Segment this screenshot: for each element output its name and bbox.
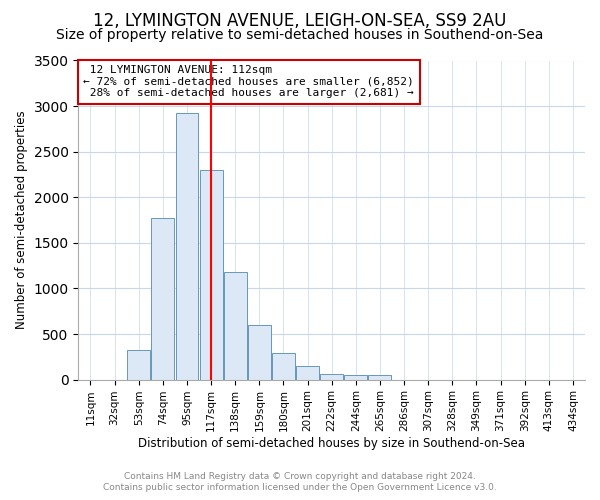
Text: Contains HM Land Registry data © Crown copyright and database right 2024.: Contains HM Land Registry data © Crown c…	[124, 472, 476, 481]
Bar	[151, 218, 174, 380]
Text: 12, LYMINGTON AVENUE, LEIGH-ON-SEA, SS9 2AU: 12, LYMINGTON AVENUE, LEIGH-ON-SEA, SS9 …	[94, 12, 506, 30]
Bar	[127, 350, 150, 380]
Bar	[296, 366, 319, 380]
Text: Contains public sector information licensed under the Open Government Licence v3: Contains public sector information licen…	[103, 484, 497, 492]
Text: 12 LYMINGTON AVENUE: 112sqm
← 72% of semi-detached houses are smaller (6,852)
 2: 12 LYMINGTON AVENUE: 112sqm ← 72% of sem…	[83, 66, 414, 98]
Bar	[176, 113, 199, 380]
Bar	[200, 170, 223, 380]
Bar	[368, 376, 391, 380]
Bar	[272, 353, 295, 380]
Bar	[248, 325, 271, 380]
X-axis label: Distribution of semi-detached houses by size in Southend-on-Sea: Distribution of semi-detached houses by …	[138, 437, 525, 450]
Bar	[224, 272, 247, 380]
Bar	[344, 375, 367, 380]
Text: Size of property relative to semi-detached houses in Southend-on-Sea: Size of property relative to semi-detach…	[56, 28, 544, 42]
Bar	[320, 374, 343, 380]
Y-axis label: Number of semi-detached properties: Number of semi-detached properties	[15, 110, 28, 330]
